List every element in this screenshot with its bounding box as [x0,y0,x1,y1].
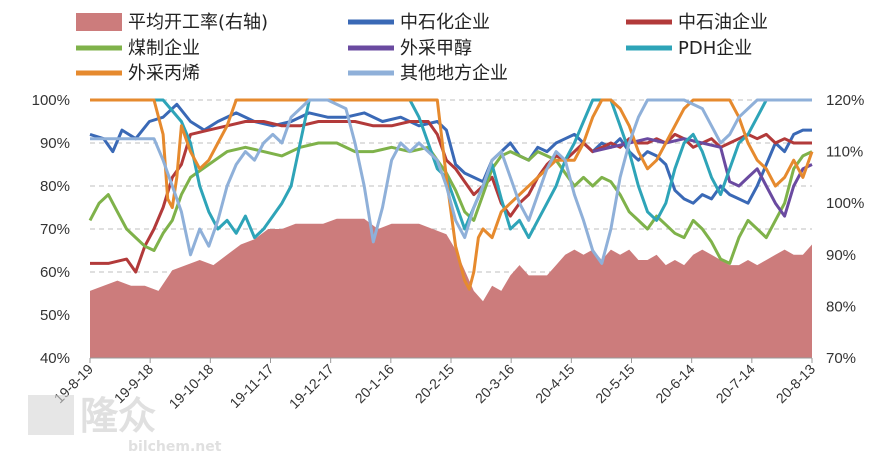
legend-label: 其他地方企业 [400,63,508,84]
legend-item: 外采丙烯 [76,63,200,84]
y-left-tick: 90% [40,135,70,152]
legend-label: PDH企业 [678,38,752,59]
x-tick-label: 20-1-16 [352,361,398,407]
legend-label: 平均开工率(右轴) [128,12,268,33]
watermark-subtext: bilchem.net [128,439,222,455]
legend-item: 中石油企业 [626,12,768,33]
y-right-tick: 70% [826,350,856,367]
watermark: 隆众 bilchem.net [28,394,222,455]
legend-item: 煤制企业 [76,38,200,59]
y-right-tick: 100% [826,195,864,212]
watermark-logo-box [28,395,74,435]
legend-label: 中石化企业 [400,12,490,33]
x-tick-label: 19-11-17 [226,361,276,411]
legend-item: 其他地方企业 [348,63,508,84]
legend-item: 外采甲醇 [348,38,472,59]
y-right-tick: 120% [826,92,864,109]
y-left-tick: 60% [40,264,70,281]
y-right-tick: 80% [826,298,856,315]
series-line-5 [90,98,812,240]
y-left-tick: 100% [32,92,70,109]
legend-label: 中石油企业 [678,12,768,33]
y-right-tick: 90% [826,247,856,264]
x-tick-label: 20-7-14 [713,361,759,407]
legend-item: 中石化企业 [348,12,490,33]
legend-label: 外采丙烯 [128,63,200,84]
series-line-7 [90,98,812,265]
x-tick-label: 20-4-15 [532,361,578,407]
x-tick-label: 19-12-17 [286,361,337,412]
series-line-4 [592,137,813,218]
y-left-tick: 50% [40,307,70,324]
y-left-tick: 40% [40,350,70,367]
x-tick-label: 20-2-15 [412,361,458,407]
y-left-tick: 80% [40,178,70,195]
legend-label: 煤制企业 [128,38,200,59]
legend-item: PDH企业 [626,38,752,59]
series-layer [88,98,814,358]
series-line-3 [88,141,813,265]
x-tick-label: 19-10-18 [166,361,217,412]
y-right-tick: 110% [826,144,863,161]
x-tick-label: 20-8-13 [773,361,819,407]
x-tick-label: 20-5-15 [592,361,638,407]
y-left-tick: 70% [40,221,70,238]
x-tick-label: 20-3-16 [472,361,518,407]
x-tick-label: 20-6-14 [652,361,698,407]
series-area-avg-rate [90,218,812,358]
series-line-6 [90,98,814,291]
watermark-text: 隆众 [80,394,156,438]
legend-swatch [76,13,122,31]
legend-label: 外采甲醇 [400,38,472,59]
legend-item: 平均开工率(右轴) [76,12,268,33]
